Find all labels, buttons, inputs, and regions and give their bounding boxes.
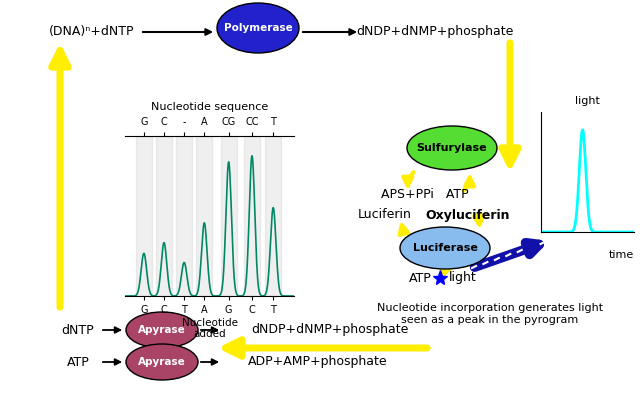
Bar xyxy=(176,136,192,296)
X-axis label: Nucleotide
added: Nucleotide added xyxy=(182,318,237,340)
Text: ADP+AMP+phosphate: ADP+AMP+phosphate xyxy=(248,356,388,368)
Title: Nucleotide sequence: Nucleotide sequence xyxy=(151,102,268,112)
Bar xyxy=(196,136,212,296)
Text: dNDP+dNMP+phosphate: dNDP+dNMP+phosphate xyxy=(356,26,514,38)
Ellipse shape xyxy=(126,312,198,348)
Text: Oxyluciferin: Oxyluciferin xyxy=(426,208,510,222)
Bar xyxy=(136,136,152,296)
Text: Polymerase: Polymerase xyxy=(223,23,292,33)
Ellipse shape xyxy=(217,3,299,53)
Text: (DNA)ⁿ+dNTP: (DNA)ⁿ+dNTP xyxy=(49,26,135,38)
Bar xyxy=(265,136,281,296)
Ellipse shape xyxy=(400,227,490,269)
Text: Luciferase: Luciferase xyxy=(413,243,477,253)
Text: seen as a peak in the pyrogram: seen as a peak in the pyrogram xyxy=(401,315,579,325)
Text: Luciferin: Luciferin xyxy=(358,208,412,222)
Bar xyxy=(244,136,260,296)
Text: light: light xyxy=(575,96,600,106)
Text: light: light xyxy=(449,272,477,284)
Ellipse shape xyxy=(407,126,497,170)
Bar xyxy=(156,136,172,296)
Bar xyxy=(221,136,237,296)
Text: Nucleotide incorporation generates light: Nucleotide incorporation generates light xyxy=(377,303,603,313)
Text: ATP: ATP xyxy=(408,272,431,284)
Text: ATP: ATP xyxy=(67,356,90,368)
Text: dNDP+dNMP+phosphate: dNDP+dNMP+phosphate xyxy=(252,324,409,336)
Ellipse shape xyxy=(126,344,198,380)
Text: dNTP: dNTP xyxy=(61,324,94,336)
Text: time: time xyxy=(609,250,634,260)
Text: Apyrase: Apyrase xyxy=(138,357,186,367)
Text: APS+PPi   ATP: APS+PPi ATP xyxy=(381,188,469,202)
Text: Sulfurylase: Sulfurylase xyxy=(417,143,487,153)
Text: Apyrase: Apyrase xyxy=(138,325,186,335)
